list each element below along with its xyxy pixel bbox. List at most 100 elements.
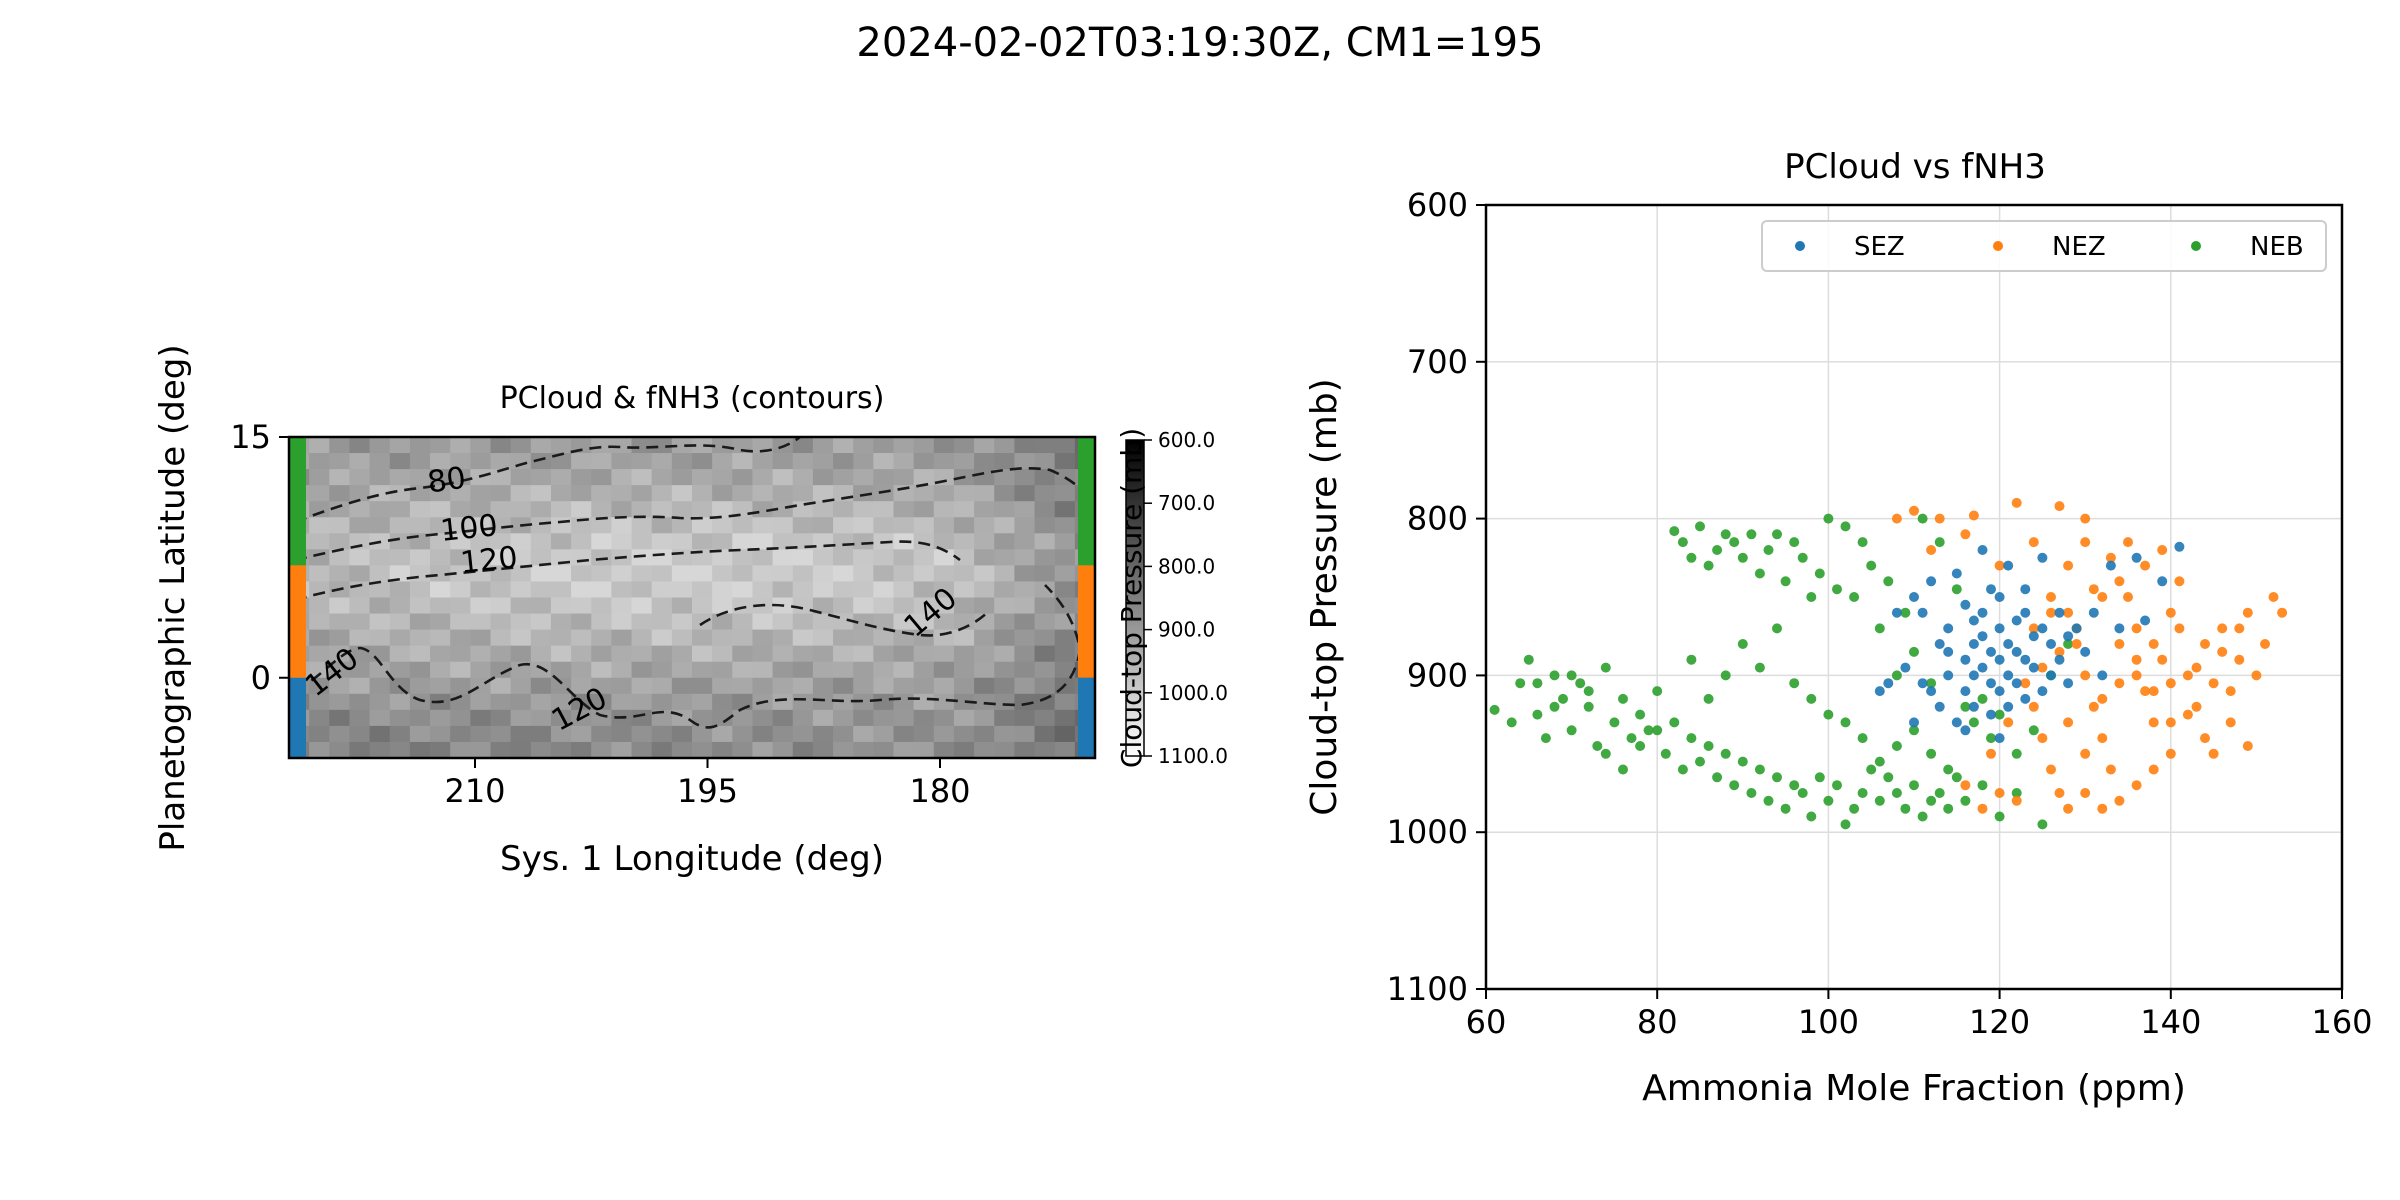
colorbar-tick-label: 1000.0 <box>1158 681 1228 705</box>
heatmap-cell <box>712 613 733 631</box>
heatmap-cell <box>1034 565 1056 583</box>
heatmap-cell <box>309 629 330 647</box>
heatmap-cell <box>389 597 411 615</box>
heatmap-cell <box>329 437 351 454</box>
heatmap-cell <box>369 549 391 566</box>
scatter-point-sez <box>1994 592 2005 602</box>
heatmap-cell <box>671 725 693 743</box>
scatter-point-neb <box>1977 780 1988 791</box>
heatmap-cell <box>812 661 834 679</box>
scatter-point-neb <box>1754 568 1765 579</box>
scatter-point-neb <box>1968 717 1979 728</box>
scatter-point-sez <box>2020 693 2031 704</box>
heatmap-cell <box>692 565 713 583</box>
scatter-point-nez <box>2123 592 2133 602</box>
heatmap-cell <box>329 549 351 566</box>
heatmap-cell <box>812 453 834 470</box>
heatmap-cell <box>450 661 471 679</box>
heatmap-cell <box>833 677 854 695</box>
heatmap-cell <box>651 501 673 518</box>
heatmap-cell <box>772 693 794 711</box>
heatmap-cell <box>530 725 552 743</box>
scatter-point-nez <box>1994 560 2005 571</box>
heatmap-cell <box>631 549 653 566</box>
heatmap-cell <box>732 453 754 470</box>
heatmap-cell <box>450 645 471 663</box>
scatter-point-neb <box>1618 764 1628 775</box>
scatter-point-neb <box>1789 678 1800 689</box>
heatmap-cell <box>470 741 492 759</box>
scatter-point-sez <box>2011 646 2022 657</box>
scatter-point-sez <box>2003 670 2014 681</box>
heatmap-cell <box>1034 437 1056 454</box>
scatter-frame <box>1484 203 2344 991</box>
scatter-point-neb <box>1797 788 1808 798</box>
heatmap-cell <box>510 501 532 518</box>
heatmap-cell <box>933 693 955 711</box>
heatmap-cell <box>953 597 975 615</box>
scatter-point-sez <box>2088 607 2099 618</box>
heatmap-cell <box>430 725 451 743</box>
heatmap-cell <box>409 437 431 454</box>
heatmap-cell <box>389 725 411 743</box>
heatmap-cell <box>490 677 512 695</box>
heatmap-cell <box>550 597 572 615</box>
heatmap-cell <box>349 709 371 727</box>
scatter-point-sez <box>2063 678 2074 689</box>
heatmap-cell <box>571 533 592 550</box>
heatmap-cell <box>1014 741 1036 759</box>
heatmap-cell <box>1014 437 1036 454</box>
scatter-point-neb <box>1600 748 1611 759</box>
colorbar-tick-label: 1100.0 <box>1158 744 1228 768</box>
heatmap-cell <box>490 709 512 727</box>
heatmap-cell <box>651 613 673 631</box>
heatmap-cell <box>752 645 774 663</box>
scatter-point-nez <box>2165 748 2176 759</box>
heatmap-cell <box>692 645 713 663</box>
heatmap-cell <box>510 549 532 566</box>
heatmap-cell <box>651 709 673 727</box>
heatmap-cell <box>329 677 351 695</box>
heatmap-cell <box>450 485 471 502</box>
scatter-point-neb <box>1772 772 1782 783</box>
heatmap-cell <box>409 565 431 583</box>
scatter-point-neb <box>1583 686 1594 697</box>
heatmap-cell <box>974 645 995 663</box>
scatter-point-neb <box>1746 529 1757 540</box>
heatmap-cell <box>1054 453 1076 470</box>
heatmap-cell <box>611 469 633 486</box>
scatter-point-neb <box>1754 662 1765 673</box>
heatmap-cell <box>550 725 572 743</box>
heatmap-cell <box>611 645 633 663</box>
heatmap-cell <box>752 453 774 470</box>
heatmap-cell <box>712 693 733 711</box>
x-tick-label: 60 <box>1466 1003 1507 1041</box>
heatmap-cell <box>994 597 1015 615</box>
scatter-point-nez <box>2003 717 2014 728</box>
heatmap-cell <box>430 501 451 518</box>
heatmap-cell <box>591 549 612 566</box>
scatter-point-nez <box>2080 670 2091 681</box>
heatmap-cell <box>631 485 653 502</box>
heatmap-cell <box>309 725 330 743</box>
heatmap-cell <box>430 549 451 566</box>
contour-line <box>294 540 961 602</box>
scatter-point-sez <box>1994 654 2005 665</box>
heatmap-cell <box>994 501 1015 518</box>
heatmap-cell <box>933 597 955 615</box>
scatter-point-neb <box>1618 693 1628 704</box>
heatmap-cell <box>671 565 693 583</box>
scatter-point-neb <box>1823 513 1834 524</box>
heatmap-cell <box>732 565 754 583</box>
heatmap-cell <box>490 693 512 711</box>
heatmap-cell <box>1034 677 1056 695</box>
scatter-point-nez <box>2088 701 2099 712</box>
heatmap-cell <box>631 581 653 599</box>
heatmap-cell <box>752 677 774 695</box>
heatmap-cell <box>651 565 673 583</box>
heatmap-cell <box>369 709 391 727</box>
scatter-point-sez <box>1917 607 1928 618</box>
heatmap-cell <box>812 501 834 518</box>
heatmap-cell <box>893 581 915 599</box>
scatter-point-nez <box>2046 607 2056 618</box>
